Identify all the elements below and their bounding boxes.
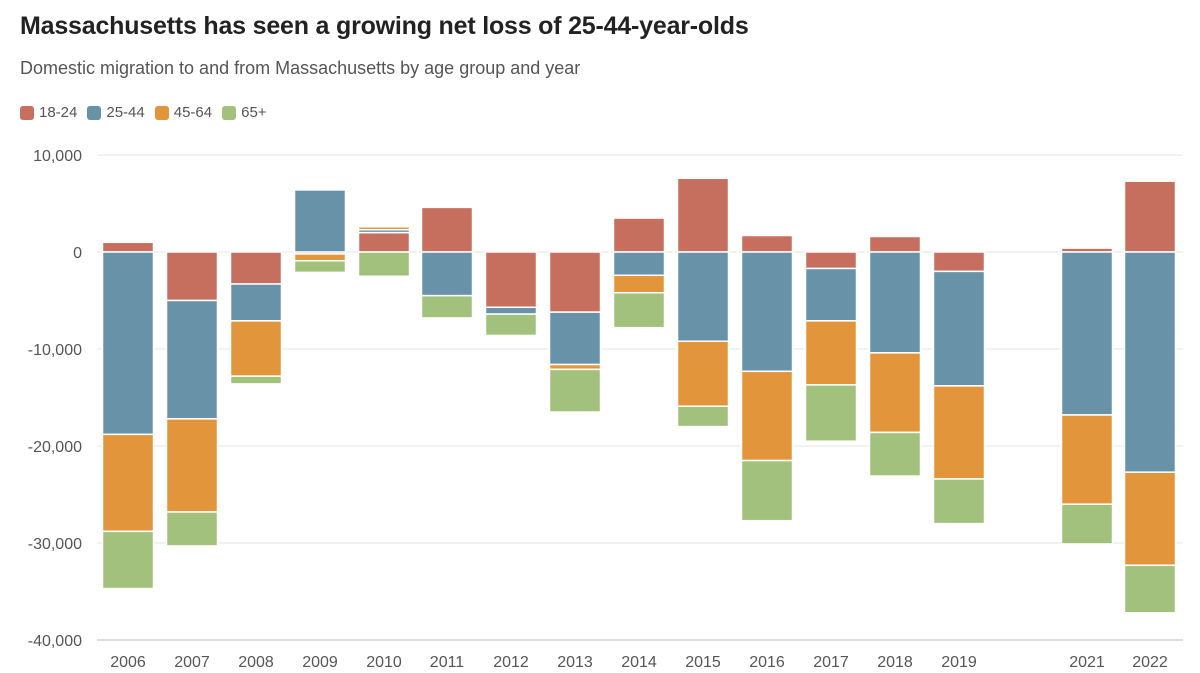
legend-item-18-24: 18-24 <box>20 104 77 121</box>
bar-segment-2013-25-44 <box>548 311 602 366</box>
legend-item-25-44: 25-44 <box>87 104 145 121</box>
bar-segment-2015-65plus <box>676 405 730 428</box>
bar-segment-2010-18-24 <box>357 231 411 253</box>
bar-segment-2017-45-64 <box>804 320 858 386</box>
legend-swatch <box>154 105 169 120</box>
bar-segment-2015-45-64 <box>676 340 730 407</box>
bar-segment-2013-65plus <box>548 368 602 413</box>
bar-segment-2007-25-44 <box>165 299 219 420</box>
bar-segment-2016-25-44 <box>740 251 794 373</box>
bar-segment-2008-25-44 <box>229 283 283 322</box>
x-tick-label: 2008 <box>238 654 274 671</box>
bar-segment-2012-25-44 <box>484 306 538 315</box>
bar-segment-2009-45-64 <box>293 253 347 262</box>
bar-segment-2014-45-64 <box>612 274 666 294</box>
bar-segment-2010-65plus <box>357 251 411 277</box>
bar-segment-2009-65plus <box>293 259 347 274</box>
x-tick-label: 2016 <box>749 654 785 671</box>
x-tick-label: 2022 <box>1132 654 1168 671</box>
bar-segment-2015-25-44 <box>676 251 730 342</box>
legend-item-45-64: 45-64 <box>154 104 213 121</box>
y-tick-label: -30,000 <box>28 536 82 553</box>
bar-segment-2007-45-64 <box>165 418 219 513</box>
bar-segment-2022-65plus <box>1123 564 1177 614</box>
bar-segment-2021-65plus <box>1060 503 1114 545</box>
bar-segment-2018-18-24 <box>868 235 922 253</box>
bar-segment-2017-18-24 <box>804 251 858 270</box>
bar-segment-2006-25-44 <box>101 251 155 436</box>
bar-segment-2014-65plus <box>612 291 666 329</box>
bar-segment-2016-18-24 <box>740 234 794 253</box>
bar-segment-2016-65plus <box>740 459 794 522</box>
legend-item-65plus: 65+ <box>222 104 267 121</box>
x-tick-label: 2006 <box>110 654 146 671</box>
legend: 18-24 25-44 45-64 65+ <box>20 104 277 121</box>
bar-segment-2011-25-44 <box>420 251 474 297</box>
y-tick-label: -20,000 <box>28 439 82 456</box>
bar-segment-2022-45-64 <box>1123 471 1177 567</box>
bar-segment-2019-45-64 <box>932 385 986 480</box>
bar-segment-2021-25-44 <box>1060 251 1114 416</box>
bar-segment-2012-65plus <box>484 313 538 337</box>
x-tick-label: 2017 <box>813 654 849 671</box>
y-tick-label: 10,000 <box>33 148 82 165</box>
bar-segment-2022-18-24 <box>1123 180 1177 253</box>
bar-segment-2007-18-24 <box>165 251 219 302</box>
bar-segment-2018-25-44 <box>868 251 922 354</box>
legend-swatch <box>222 105 237 120</box>
legend-swatch <box>20 105 34 120</box>
chart-title: Massachusetts has seen a growing net los… <box>20 12 749 40</box>
bar-segment-2022-25-44 <box>1123 251 1177 473</box>
legend-label: 65+ <box>241 104 267 121</box>
bar-segment-2018-65plus <box>868 431 922 477</box>
bar-segment-2008-45-64 <box>229 320 283 377</box>
bar-segment-2016-45-64 <box>740 370 794 462</box>
x-tick-label: 2015 <box>685 654 721 671</box>
bar-segment-2019-25-44 <box>932 270 986 387</box>
bar-segment-2019-18-24 <box>932 251 986 273</box>
bar-segment-2008-18-24 <box>229 251 283 285</box>
bar-segment-2013-18-24 <box>548 251 602 313</box>
legend-swatch <box>87 105 102 120</box>
x-tick-label: 2009 <box>302 654 338 671</box>
x-tick-label: 2019 <box>941 654 977 671</box>
bar-segment-2015-18-24 <box>676 177 730 253</box>
chart-subtitle: Domestic migration to and from Massachus… <box>20 58 581 78</box>
x-tick-label: 2011 <box>430 654 465 671</box>
bar-segment-2006-45-64 <box>101 433 155 533</box>
bar-segment-2019-65plus <box>932 478 986 525</box>
bar-segment-2006-18-24 <box>101 241 155 253</box>
legend-label: 45-64 <box>173 104 213 121</box>
bar-segment-2010-45-64 <box>357 226 411 231</box>
x-tick-label: 2018 <box>877 654 913 671</box>
x-tick-label: 2013 <box>557 654 593 671</box>
y-tick-label: -10,000 <box>28 342 82 359</box>
legend-label: 25-44 <box>106 104 145 121</box>
x-tick-label: 2021 <box>1069 654 1105 671</box>
y-tick-label: 0 <box>73 245 82 262</box>
bar-segment-2009-25-44 <box>293 189 347 253</box>
bar-segment-2011-65plus <box>420 294 474 319</box>
bar-segment-2008-65plus <box>229 375 283 385</box>
x-tick-label: 2012 <box>493 654 529 671</box>
x-tick-label: 2010 <box>366 654 402 671</box>
bar-segment-2018-45-64 <box>868 352 922 434</box>
bar-segment-2011-18-24 <box>420 206 474 253</box>
bar-segment-2012-18-24 <box>484 251 538 309</box>
x-tick-label: 2014 <box>621 654 657 671</box>
x-tick-label: 2007 <box>174 654 210 671</box>
y-tick-label: -40,000 <box>28 633 82 650</box>
bar-segment-2014-18-24 <box>612 217 666 253</box>
bar-segment-2017-25-44 <box>804 267 858 322</box>
bar-segment-2017-65plus <box>804 384 858 442</box>
bar-segment-2007-65plus <box>165 511 219 547</box>
legend-label: 18-24 <box>39 104 78 121</box>
bar-segment-2014-25-44 <box>612 251 666 277</box>
bar-segment-2006-65plus <box>101 530 155 590</box>
bar-segment-2021-45-64 <box>1060 414 1114 505</box>
